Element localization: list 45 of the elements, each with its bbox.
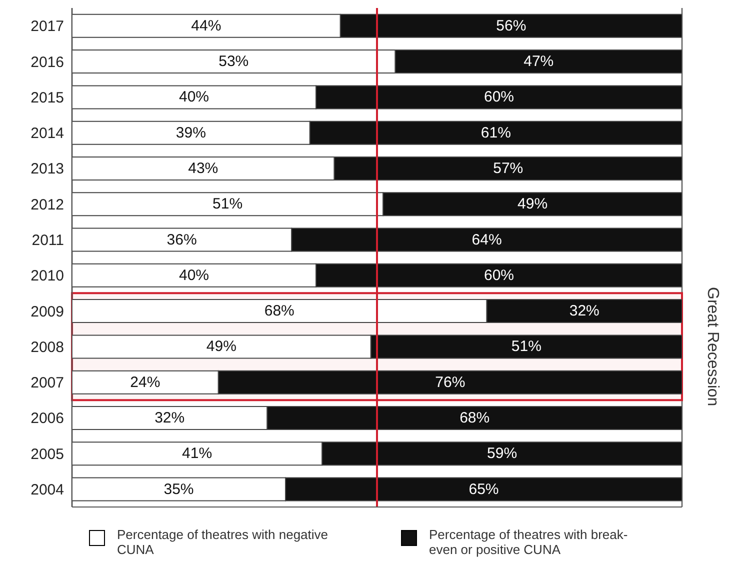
data-label: 49% bbox=[518, 196, 548, 213]
data-label: 32% bbox=[154, 409, 185, 426]
data-label: 60% bbox=[484, 266, 514, 284]
data-label: 68% bbox=[264, 302, 294, 320]
y-tick-label: 2010 bbox=[30, 268, 64, 285]
band-label: Great Recession bbox=[704, 287, 721, 406]
data-label: 32% bbox=[569, 302, 600, 320]
data-label: 51% bbox=[511, 338, 542, 356]
data-label: 64% bbox=[472, 231, 502, 248]
y-tick-label: 2005 bbox=[30, 446, 64, 463]
data-label: 40% bbox=[178, 266, 210, 284]
data-label: 53% bbox=[218, 53, 249, 70]
y-tick-label: 2014 bbox=[30, 125, 64, 142]
data-label: 49% bbox=[206, 338, 236, 356]
legend-label: Percentage of theatres with break-even or positive CUNA bbox=[429, 527, 629, 557]
data-label: 59% bbox=[487, 445, 518, 462]
data-label: 68% bbox=[460, 409, 490, 426]
y-tick-label: 2007 bbox=[30, 374, 64, 392]
y-tick-label: 2004 bbox=[30, 482, 64, 499]
data-label: 56% bbox=[496, 17, 526, 34]
y-tick-label: 2012 bbox=[30, 196, 64, 214]
y-tick-label: 2015 bbox=[30, 89, 64, 106]
data-label: 24% bbox=[130, 374, 160, 391]
data-label: 36% bbox=[166, 231, 197, 248]
data-label: 47% bbox=[524, 53, 554, 70]
y-tick-label: 2016 bbox=[30, 54, 64, 71]
y-tick-label: 2009 bbox=[30, 303, 64, 320]
data-label: 44% bbox=[191, 17, 222, 34]
data-label: 76% bbox=[435, 374, 466, 391]
y-tick-label: 2017 bbox=[30, 18, 64, 36]
data-label: 61% bbox=[480, 124, 511, 142]
data-label: 60% bbox=[484, 88, 514, 106]
data-label: 51% bbox=[212, 196, 243, 213]
data-label: 35% bbox=[164, 480, 194, 498]
data-label: 40% bbox=[178, 88, 210, 106]
data-label: 43% bbox=[188, 160, 218, 177]
text: Percentage of theatres with negative CUNA bbox=[117, 527, 330, 557]
data-label: 65% bbox=[468, 480, 499, 498]
y-tick-label: 2013 bbox=[30, 160, 64, 178]
y-tick-label: 2011 bbox=[32, 232, 64, 250]
y-tick-label: 2006 bbox=[30, 410, 64, 428]
data-label: 57% bbox=[493, 160, 524, 177]
data-label: 41% bbox=[182, 445, 212, 462]
y-tick-label: 2008 bbox=[30, 338, 64, 356]
data-label: 39% bbox=[176, 124, 206, 142]
